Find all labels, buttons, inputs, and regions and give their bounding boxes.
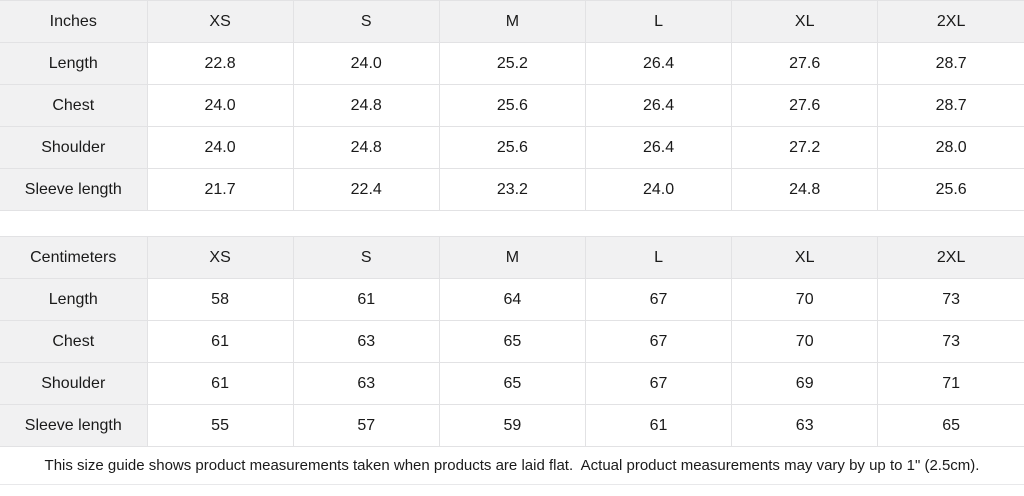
value-cell: 23.2 [438,168,586,211]
value-cell: 63 [292,362,440,405]
value-cell: 27.6 [731,84,879,127]
value-cell: 71 [877,362,1024,405]
size-header-cell-xs: XS [146,236,294,279]
value-cell: 28.7 [877,42,1024,85]
value-cell: 24.0 [146,84,294,127]
value-cell: 27.2 [731,126,879,169]
size-header-cell-xl: XL [731,236,879,279]
value-cell: 25.6 [438,84,586,127]
value-cell: 25.6 [877,168,1024,211]
value-cell: 63 [292,320,440,363]
header-row-inches: Inches XS S M L XL 2XL [0,0,1024,43]
value-cell: 27.6 [731,42,879,85]
value-cell: 25.2 [438,42,586,85]
value-cell: 65 [438,362,586,405]
value-cell: 21.7 [146,168,294,211]
value-cell: 67 [584,362,733,405]
value-cell: 61 [146,362,294,405]
unit-header-cell-inches: Inches [0,0,148,43]
value-cell: 24.0 [584,168,733,211]
header-row-centimeters: Centimeters XS S M L XL 2XL [0,236,1024,279]
table-row: Sleeve length 21.7 22.4 23.2 24.0 24.8 25.6 [0,168,1024,211]
value-cell: 65 [877,404,1024,447]
table-spacer [0,211,1024,236]
value-cell: 26.4 [584,84,733,127]
value-cell: 61 [584,404,733,447]
value-cell: 24.8 [731,168,879,211]
table-row: Shoulder 24.0 24.8 25.6 26.4 27.2 28.0 [0,126,1024,169]
value-cell: 70 [731,320,879,363]
table-row: Shoulder 61 63 65 67 69 71 [0,362,1024,405]
row-label-cell: Shoulder [0,362,148,405]
value-cell: 63 [731,404,879,447]
value-cell: 59 [438,404,586,447]
table-row: Length 58 61 64 67 70 73 [0,278,1024,321]
value-cell: 67 [584,320,733,363]
row-label-cell: Shoulder [0,126,148,169]
value-cell: 22.4 [292,168,440,211]
size-header-cell-2xl: 2XL [877,236,1024,279]
value-cell: 70 [731,278,879,321]
value-cell: 24.0 [292,42,440,85]
value-cell: 57 [292,404,440,447]
size-header-cell-m: M [438,236,586,279]
unit-header-cell-centimeters: Centimeters [0,236,148,279]
size-header-cell-s: S [292,236,440,279]
value-cell: 28.0 [877,126,1024,169]
size-header-cell-l: L [584,236,733,279]
size-header-cell-l: L [584,0,733,43]
value-cell: 67 [584,278,733,321]
row-label-cell: Chest [0,84,148,127]
row-label-cell: Sleeve length [0,404,148,447]
value-cell: 69 [731,362,879,405]
value-cell: 61 [146,320,294,363]
value-cell: 65 [438,320,586,363]
value-cell: 73 [877,320,1024,363]
size-table-centimeters: Centimeters XS S M L XL 2XL Length 58 61 64 67 70 73 C… [0,236,1024,447]
table-row: Sleeve length 55 57 59 61 63 65 [0,404,1024,447]
value-cell: 24.8 [292,84,440,127]
table-row: Chest 24.0 24.8 25.6 26.4 27.6 28.7 [0,84,1024,127]
value-cell: 22.8 [146,42,294,85]
row-label-cell: Chest [0,320,148,363]
table-row: Length 22.8 24.0 25.2 26.4 27.6 28.7 [0,42,1024,85]
value-cell: 25.6 [438,126,586,169]
value-cell: 24.0 [146,126,294,169]
size-header-cell-xs: XS [146,0,294,43]
value-cell: 61 [292,278,440,321]
size-header-cell-xl: XL [731,0,879,43]
table-row: Chest 61 63 65 67 70 73 [0,320,1024,363]
size-header-cell-2xl: 2XL [877,0,1024,43]
size-table-inches: Inches XS S M L XL 2XL Length 22.8 24.0 25.2 26.4 27… [0,0,1024,211]
value-cell: 26.4 [584,42,733,85]
value-cell: 64 [438,278,586,321]
value-cell: 26.4 [584,126,733,169]
row-label-cell: Length [0,278,148,321]
value-cell: 24.8 [292,126,440,169]
size-header-cell-m: M [438,0,586,43]
row-label-cell: Sleeve length [0,168,148,211]
size-header-cell-s: S [292,0,440,43]
value-cell: 73 [877,278,1024,321]
value-cell: 28.7 [877,84,1024,127]
row-label-cell: Length [0,42,148,85]
size-guide-note: This size guide shows product measuremen… [0,447,1024,485]
value-cell: 58 [146,278,294,321]
value-cell: 55 [146,404,294,447]
